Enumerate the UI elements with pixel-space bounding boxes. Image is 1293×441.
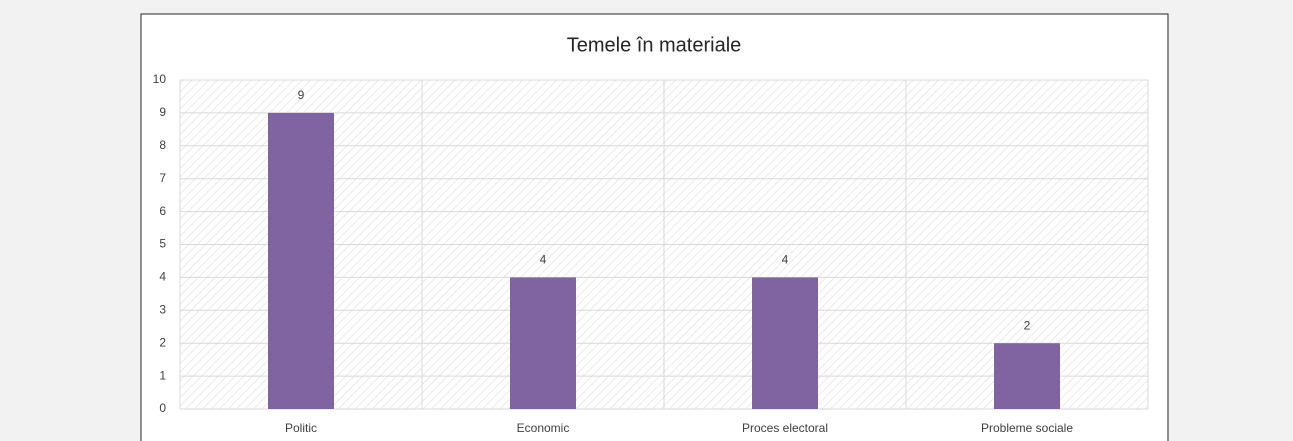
y-tick-label: 4: [159, 270, 166, 284]
x-tick-label: Probleme sociale: [981, 421, 1073, 435]
y-tick-label: 10: [153, 72, 167, 86]
x-tick-label: Proces electoral: [742, 421, 828, 435]
y-tick-label: 0: [159, 401, 166, 415]
y-tick-label: 6: [159, 204, 166, 218]
bar: [994, 343, 1060, 409]
bar: [510, 277, 576, 409]
y-tick-label: 1: [159, 368, 166, 382]
chart-title: Temele în materiale: [567, 34, 742, 56]
bar: [268, 112, 334, 410]
data-label: 4: [540, 253, 547, 267]
data-label: 9: [298, 88, 305, 102]
data-label: 4: [782, 253, 789, 267]
x-tick-label: Economic: [517, 421, 570, 435]
bar: [752, 277, 818, 409]
x-tick-label: Politic: [285, 421, 317, 435]
y-tick-label: 2: [159, 335, 166, 349]
y-tick-label: 3: [159, 302, 166, 316]
data-label: 2: [1024, 318, 1031, 332]
y-tick-label: 9: [159, 105, 166, 119]
y-tick-label: 5: [159, 237, 166, 251]
y-tick-label: 7: [159, 171, 166, 185]
y-tick-label: 8: [159, 138, 166, 152]
